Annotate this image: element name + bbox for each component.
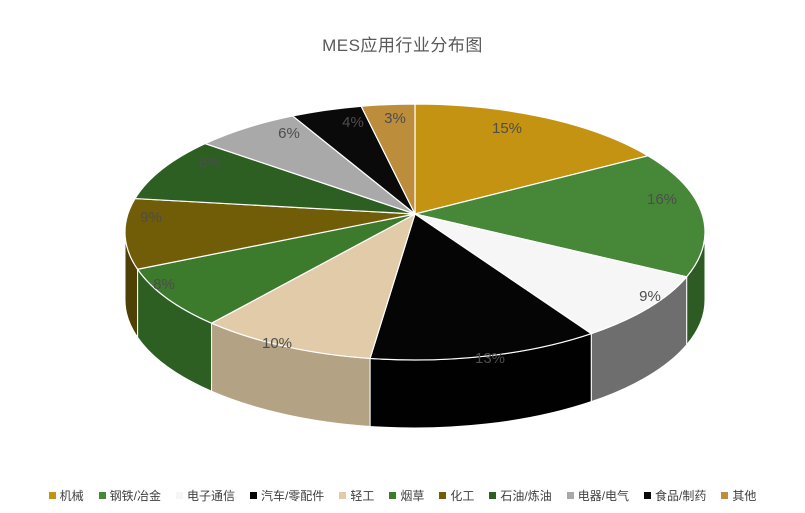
legend-marker bbox=[48, 492, 56, 499]
legend-label: 汽车/零配件 bbox=[260, 489, 325, 503]
pie-slice bbox=[134, 143, 416, 215]
slice-percent-label: 8% bbox=[153, 276, 175, 293]
legend-marker bbox=[339, 492, 347, 499]
slice-percent-label: 8% bbox=[199, 154, 221, 171]
slice-percent-label: 15% bbox=[492, 120, 522, 137]
legend-label: 电子通信 bbox=[186, 489, 235, 503]
slice-percent-label: 3% bbox=[384, 110, 406, 127]
legend-marker bbox=[98, 492, 106, 499]
legend-marker bbox=[721, 492, 729, 499]
slice-percent-label: 13% bbox=[475, 350, 505, 367]
legend-label: 食品/制药 bbox=[655, 489, 707, 503]
legend-item: 其他 bbox=[721, 487, 756, 504]
slice-percent-label: 9% bbox=[140, 209, 162, 226]
legend-item: 钢铁/冶金 bbox=[98, 487, 161, 504]
legend-item: 石油/炼油 bbox=[489, 487, 552, 504]
pie-slice bbox=[360, 103, 416, 215]
legend-item: 汽车/零配件 bbox=[249, 487, 325, 504]
pie-slice bbox=[414, 213, 688, 335]
legend-label: 其他 bbox=[732, 489, 757, 503]
legend-marker bbox=[566, 492, 574, 499]
slice-percent-label: 9% bbox=[639, 288, 661, 305]
slice-percent-label: 10% bbox=[262, 335, 292, 352]
pie-slice bbox=[369, 213, 592, 361]
legend-item: 机械 bbox=[48, 487, 84, 504]
slice-percent-label: 6% bbox=[278, 125, 300, 142]
legend-marker bbox=[389, 492, 397, 499]
legend-item: 烟草 bbox=[389, 487, 424, 504]
legend-item: 电器/电气 bbox=[566, 487, 630, 504]
legend-label: 轻工 bbox=[350, 489, 375, 503]
legend-marker bbox=[175, 492, 183, 499]
legend-marker bbox=[249, 492, 257, 499]
legend-marker bbox=[439, 492, 447, 499]
legend-item: 化工 bbox=[439, 487, 474, 504]
pie-slice bbox=[414, 155, 706, 278]
legend-label: 石油/炼油 bbox=[500, 489, 552, 503]
legend-label: 烟草 bbox=[400, 489, 425, 503]
legend-marker bbox=[489, 492, 497, 499]
legend-label: 钢铁/冶金 bbox=[109, 489, 161, 503]
legend-label: 电器/电气 bbox=[577, 489, 630, 503]
pie-slice bbox=[124, 197, 416, 270]
legend-item: 电子通信 bbox=[175, 487, 235, 504]
legend-item: 轻工 bbox=[339, 487, 374, 504]
legend-label: 化工 bbox=[450, 489, 475, 503]
chart-title: MES应用行业分布图 bbox=[322, 36, 483, 55]
legend-label: 机械 bbox=[59, 489, 84, 503]
pie-slice bbox=[136, 213, 416, 324]
pie-slice bbox=[414, 103, 649, 215]
chart-legend: 机械 钢铁/冶金 电子通信 汽车/零配件 轻工 烟草 化工 石油/炼油 电器/电气 食品/制药 其他 bbox=[0, 487, 805, 504]
legend-item: 食品/制药 bbox=[644, 487, 706, 504]
legend-marker bbox=[644, 492, 652, 499]
pie-slice bbox=[210, 213, 416, 360]
slice-percent-label: 4% bbox=[342, 114, 364, 131]
slice-percent-label: 16% bbox=[647, 191, 677, 208]
